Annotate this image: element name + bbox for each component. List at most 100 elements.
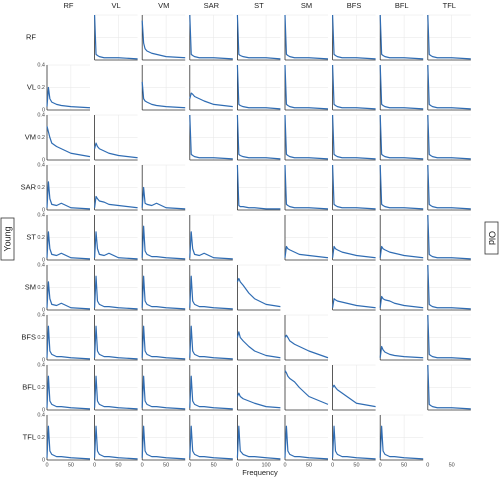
spectrum-line <box>236 392 281 409</box>
y-tick-label: 0 <box>42 307 45 313</box>
spectrum-line <box>427 364 471 410</box>
spectrum-line <box>236 331 281 359</box>
spectrum-line <box>332 245 376 259</box>
x-tick-label: 0 <box>93 462 96 468</box>
spectrum-line <box>284 334 329 359</box>
x-axis-label: Frequency <box>242 468 278 477</box>
x-tick-label: 0 <box>141 462 144 468</box>
spectrum-line <box>332 298 376 309</box>
spectrum-line <box>189 14 233 60</box>
right-label-box <box>484 221 499 255</box>
y-tick-label: 0 <box>42 457 45 463</box>
y-tick-label: 0 <box>42 157 45 163</box>
row-label: VL <box>27 82 36 91</box>
spectrum-line <box>94 231 138 260</box>
spectrum-line <box>46 126 91 158</box>
spectrum-line <box>236 425 281 460</box>
spectrum-line <box>141 81 186 109</box>
spectrum-line <box>284 164 329 210</box>
y-tick-label: 0.4 <box>37 112 45 118</box>
spectrum-line <box>332 425 376 460</box>
spectrum-line <box>141 20 186 59</box>
spectrum-line <box>46 181 91 210</box>
spectrum-line <box>94 195 138 209</box>
left-label: Young <box>2 226 12 251</box>
spectrum-line <box>427 64 471 110</box>
y-tick-label: 0.2 <box>37 85 45 91</box>
spectrum-line <box>94 275 138 310</box>
y-tick-label: 0 <box>42 107 45 113</box>
spectrum-line <box>141 275 186 310</box>
spectrum-line <box>332 164 376 210</box>
spectrum-line <box>236 164 281 210</box>
spectrum-line <box>379 245 424 259</box>
right-label: Old <box>487 231 497 245</box>
spectrum-line <box>189 425 233 460</box>
spectrum-line <box>284 425 329 460</box>
spectrum-line <box>284 114 329 160</box>
spectrum-line <box>46 86 91 109</box>
y-tick-label: 0.2 <box>37 285 45 291</box>
x-tick-label: 50 <box>211 462 217 468</box>
y-tick-label: 0 <box>42 407 45 413</box>
y-tick-label: 0 <box>42 207 45 213</box>
spectrum-line <box>189 375 233 410</box>
x-tick-label: 0 <box>331 462 334 468</box>
x-tick-label: 50 <box>115 462 121 468</box>
column-label: ST <box>254 1 264 10</box>
x-tick-label: 50 <box>68 462 74 468</box>
spectrum-line <box>379 345 424 359</box>
y-tick-label: 0.2 <box>37 385 45 391</box>
spectrum-line <box>189 231 233 260</box>
spectrum-line <box>46 425 91 460</box>
spectrum-line <box>379 164 424 210</box>
spectrum-line <box>427 264 471 310</box>
row-label: BFL <box>22 382 36 391</box>
spectrum-line <box>332 64 376 110</box>
spectrum-line <box>46 281 91 310</box>
spectrum-line <box>236 14 281 60</box>
y-tick-label: 0 <box>42 357 45 363</box>
spectrum-line <box>189 325 233 360</box>
x-tick-label: 50 <box>449 462 455 468</box>
x-tick-label: 0 <box>45 462 48 468</box>
spectrum-line <box>236 277 281 308</box>
row-label: VM <box>25 132 36 141</box>
x-tick-label: 50 <box>163 462 169 468</box>
x-tick-label: 50 <box>306 462 312 468</box>
column-label: VM <box>158 1 169 10</box>
spectrum-line <box>379 14 424 60</box>
spectrum-line <box>141 225 186 260</box>
x-tick-label: 100 <box>261 462 270 468</box>
spectrum-line <box>379 425 424 460</box>
y-tick-label: 0.4 <box>37 162 45 168</box>
column-label: RF <box>64 1 74 10</box>
spectrum-line <box>46 325 91 360</box>
spectrum-line <box>332 114 376 160</box>
spectrum-line <box>284 245 329 259</box>
x-tick-label: 0 <box>236 462 239 468</box>
spectrum-line <box>427 164 471 210</box>
row-label: TFL <box>23 432 36 441</box>
column-label: BFL <box>395 1 409 10</box>
spectrum-line <box>141 375 186 410</box>
x-tick-label: 50 <box>401 462 407 468</box>
x-tick-label: 0 <box>379 462 382 468</box>
spectrum-line <box>427 14 471 60</box>
spectrum-line <box>332 384 376 408</box>
spectrum-line <box>427 114 471 160</box>
spectrum-line <box>46 375 91 410</box>
spectrum-line <box>379 64 424 110</box>
y-tick-label: 0.4 <box>37 312 45 318</box>
y-tick-label: 0.2 <box>37 135 45 141</box>
spectrum-line <box>141 425 186 460</box>
spectrum-line <box>189 275 233 310</box>
y-tick-label: 0.4 <box>37 412 45 418</box>
column-label: VL <box>112 1 121 10</box>
column-label: TFL <box>443 1 456 10</box>
spectrum-line <box>379 114 424 160</box>
spectrum-line <box>284 14 329 60</box>
spectrum-line <box>46 231 91 260</box>
x-tick-label: 0 <box>188 462 191 468</box>
spectrum-line <box>189 114 233 160</box>
